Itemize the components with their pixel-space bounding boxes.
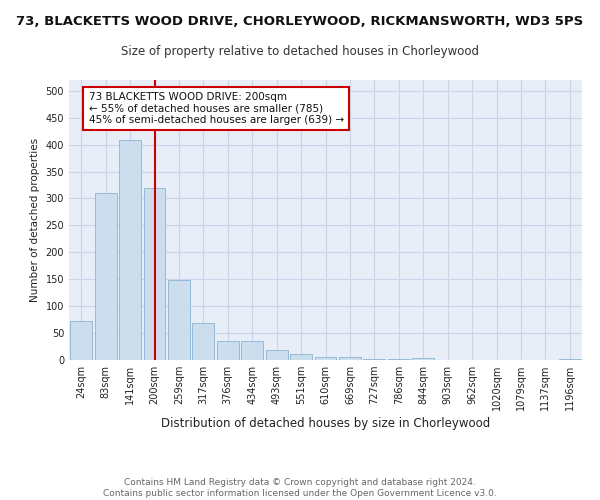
Text: 73 BLACKETTS WOOD DRIVE: 200sqm
← 55% of detached houses are smaller (785)
45% o: 73 BLACKETTS WOOD DRIVE: 200sqm ← 55% of… — [89, 92, 344, 125]
Bar — [168, 280, 190, 360]
Bar — [95, 192, 116, 360]
Text: Contains HM Land Registry data © Crown copyright and database right 2024.
Contai: Contains HM Land Registry data © Crown c… — [103, 478, 497, 498]
Bar — [339, 357, 361, 360]
Text: Size of property relative to detached houses in Chorleywood: Size of property relative to detached ho… — [121, 45, 479, 58]
Bar — [290, 354, 312, 360]
Bar — [217, 341, 239, 360]
Bar — [193, 323, 214, 360]
Bar — [266, 350, 287, 360]
Y-axis label: Number of detached properties: Number of detached properties — [30, 138, 40, 302]
Bar — [559, 359, 581, 360]
Bar — [314, 358, 337, 360]
Bar — [241, 341, 263, 360]
X-axis label: Distribution of detached houses by size in Chorleywood: Distribution of detached houses by size … — [161, 417, 490, 430]
Bar — [412, 358, 434, 360]
Text: 73, BLACKETTS WOOD DRIVE, CHORLEYWOOD, RICKMANSWORTH, WD3 5PS: 73, BLACKETTS WOOD DRIVE, CHORLEYWOOD, R… — [16, 15, 584, 28]
Bar — [119, 140, 141, 360]
Bar — [70, 320, 92, 360]
Bar — [143, 188, 166, 360]
